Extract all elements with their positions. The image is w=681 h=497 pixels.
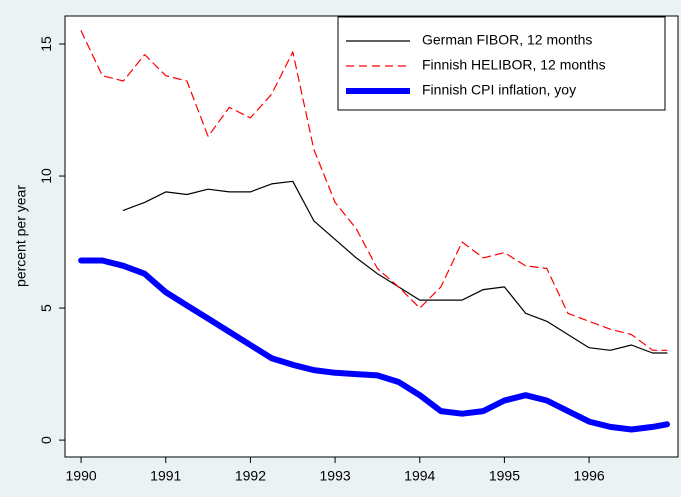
legend-label: Finnish CPI inflation, yoy — [422, 82, 576, 98]
x-tick-label: 1992 — [235, 468, 266, 484]
series-line — [78, 257, 670, 433]
x-tick-label: 1994 — [404, 468, 435, 484]
y-tick-label: 10 — [38, 168, 54, 184]
y-axis-label: percent per year — [13, 185, 29, 287]
series-line — [80, 30, 668, 351]
y-tick-label: 5 — [38, 304, 54, 312]
x-tick-label: 1990 — [66, 468, 97, 484]
legend-label: German FIBOR, 12 months — [422, 32, 592, 48]
x-tick-label: 1991 — [150, 468, 181, 484]
y-tick-label: 0 — [38, 436, 54, 444]
x-tick-label: 1993 — [320, 468, 351, 484]
y-tick-label: 15 — [38, 36, 54, 52]
x-tick-label: 1996 — [574, 468, 605, 484]
legend — [337, 16, 666, 111]
x-tick-label: 1995 — [489, 468, 520, 484]
legend-label: Finnish HELIBOR, 12 months — [422, 57, 606, 73]
